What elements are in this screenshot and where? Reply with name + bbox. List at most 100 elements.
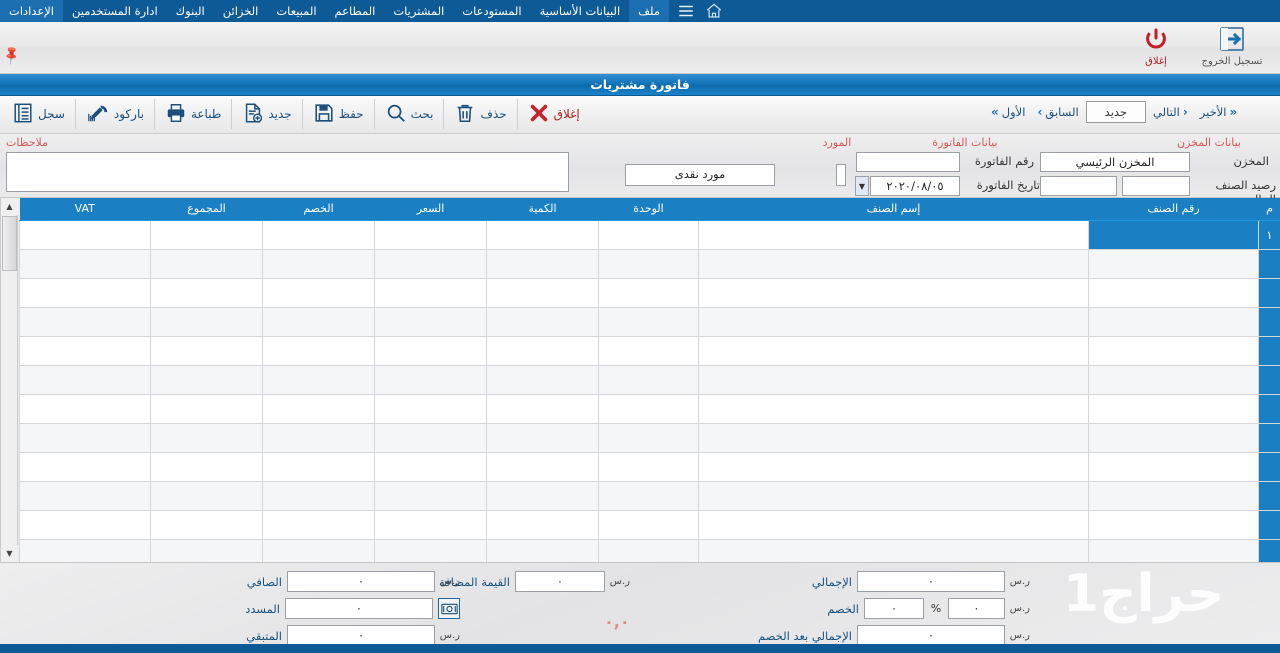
cell-price[interactable]	[374, 336, 487, 366]
discount-percent-input[interactable]: ٠	[864, 598, 924, 619]
col-header-item-name[interactable]: إسم الصنف	[698, 198, 1089, 221]
table-row[interactable]	[19, 481, 1280, 511]
nav-next-button[interactable]: التالي ‹	[1148, 103, 1193, 121]
cell-item_no[interactable]	[1088, 278, 1259, 308]
cell-no[interactable]: ١	[1258, 220, 1280, 250]
invoice-number-input[interactable]	[856, 152, 960, 172]
cell-item_no[interactable]	[1088, 481, 1259, 511]
col-header-item-no[interactable]: رقم الصنف	[1088, 198, 1259, 221]
cell-price[interactable]	[374, 220, 487, 250]
cell-vat[interactable]	[19, 220, 151, 250]
cash-money-icon[interactable]	[438, 598, 460, 619]
cell-total[interactable]	[150, 249, 263, 279]
col-header-no[interactable]: م	[1258, 198, 1280, 221]
cell-discount[interactable]	[262, 249, 375, 279]
delete-button[interactable]: حذف	[446, 98, 514, 130]
barcode-button[interactable]: باركود	[78, 98, 152, 130]
cell-discount[interactable]	[262, 220, 375, 250]
cell-total[interactable]	[150, 481, 263, 511]
cell-unit[interactable]	[598, 220, 699, 250]
logout-button[interactable]: تسجيل الخروج	[1201, 25, 1263, 67]
cell-qty[interactable]	[486, 307, 599, 337]
cell-unit[interactable]	[598, 452, 699, 482]
cell-item_name[interactable]	[698, 452, 1089, 482]
search-button[interactable]: بحث	[377, 98, 442, 130]
menu-item-warehouses[interactable]: المستودعات	[462, 4, 522, 18]
notes-textarea[interactable]	[6, 152, 569, 192]
cell-discount[interactable]	[262, 365, 375, 395]
cell-price[interactable]	[374, 481, 487, 511]
cell-total[interactable]	[150, 452, 263, 482]
cell-item_no[interactable]	[1088, 336, 1259, 366]
menu-item-purchases[interactable]: المشتريات	[393, 4, 445, 18]
cell-no[interactable]	[1258, 249, 1280, 279]
cell-no[interactable]	[1258, 336, 1280, 366]
cell-unit[interactable]	[598, 307, 699, 337]
cell-item_name[interactable]	[698, 510, 1089, 540]
cell-price[interactable]	[374, 278, 487, 308]
menu-item-basic-data[interactable]: البيانات الأساسية	[539, 4, 621, 18]
nav-last-button[interactable]: الأخير «	[1195, 103, 1242, 121]
cell-total[interactable]	[150, 336, 263, 366]
invoice-date-input[interactable]: ٢٠٢٠/٠٨/٠٥	[870, 176, 960, 196]
cell-item_no[interactable]	[1088, 307, 1259, 337]
nav-new-record-button[interactable]: جديد	[1085, 101, 1147, 123]
table-row[interactable]	[19, 394, 1280, 424]
cell-qty[interactable]	[486, 510, 599, 540]
cell-qty[interactable]	[486, 365, 599, 395]
cell-price[interactable]	[374, 307, 487, 337]
table-row[interactable]	[19, 365, 1280, 395]
cell-item_name[interactable]	[698, 307, 1089, 337]
table-row[interactable]	[19, 510, 1280, 540]
cell-item_name[interactable]	[698, 365, 1089, 395]
hamburger-menu-icon[interactable]	[677, 2, 695, 20]
cell-discount[interactable]	[262, 278, 375, 308]
table-row[interactable]	[19, 336, 1280, 366]
cell-item_no[interactable]	[1088, 249, 1259, 279]
nav-previous-button[interactable]: › السابق	[1032, 103, 1083, 121]
cell-no[interactable]	[1258, 365, 1280, 395]
cell-total[interactable]	[150, 423, 263, 453]
scroll-down-arrow-icon[interactable]: ▼	[1, 545, 18, 562]
cell-unit[interactable]	[598, 336, 699, 366]
cell-item_no[interactable]	[1088, 510, 1259, 540]
supplier-code-input[interactable]	[836, 164, 846, 186]
cell-item_no[interactable]	[1088, 394, 1259, 424]
cell-vat[interactable]	[19, 336, 151, 366]
print-button[interactable]: طباعة	[157, 98, 229, 130]
cell-item_no[interactable]	[1088, 220, 1259, 250]
cell-price[interactable]	[374, 423, 487, 453]
scrollbar-thumb[interactable]	[2, 216, 17, 271]
cell-no[interactable]	[1258, 481, 1280, 511]
cell-unit[interactable]	[598, 423, 699, 453]
cell-vat[interactable]	[19, 278, 151, 308]
cell-unit[interactable]	[598, 481, 699, 511]
pushpin-icon[interactable]: 📌	[1, 45, 23, 67]
new-button[interactable]: جديد	[234, 98, 299, 130]
close-button[interactable]: إغلاق	[520, 98, 588, 130]
cell-item_no[interactable]	[1088, 365, 1259, 395]
cell-qty[interactable]	[486, 336, 599, 366]
cell-qty[interactable]	[486, 278, 599, 308]
table-row[interactable]	[19, 307, 1280, 337]
col-header-unit[interactable]: الوحدة	[598, 198, 699, 221]
col-header-discount[interactable]: الخصم	[262, 198, 375, 221]
invoice-date-spinner[interactable]: ▼	[855, 176, 869, 196]
menu-item-safes[interactable]: الخزائن	[222, 4, 259, 18]
cell-total[interactable]	[150, 394, 263, 424]
cell-discount[interactable]	[262, 336, 375, 366]
table-row[interactable]	[19, 452, 1280, 482]
table-row[interactable]	[19, 278, 1280, 308]
cell-discount[interactable]	[262, 394, 375, 424]
scroll-up-arrow-icon[interactable]: ▲	[1, 198, 18, 215]
current-balance-field-1[interactable]	[1122, 176, 1190, 196]
col-header-vat[interactable]: VAT	[19, 198, 151, 221]
cell-qty[interactable]	[486, 220, 599, 250]
cell-total[interactable]	[150, 307, 263, 337]
cell-no[interactable]	[1258, 423, 1280, 453]
menu-item-sales[interactable]: المبيعات	[276, 4, 317, 18]
cell-vat[interactable]	[19, 481, 151, 511]
cell-discount[interactable]	[262, 307, 375, 337]
supplier-select[interactable]: مورد نقدى	[625, 164, 775, 186]
home-icon[interactable]	[705, 2, 723, 20]
